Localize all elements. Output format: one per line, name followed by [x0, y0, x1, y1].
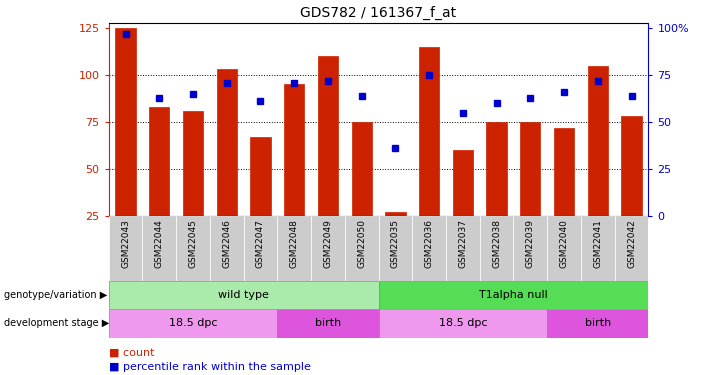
Text: ■ percentile rank within the sample: ■ percentile rank within the sample: [109, 363, 311, 372]
FancyBboxPatch shape: [412, 216, 446, 281]
FancyBboxPatch shape: [109, 281, 379, 309]
Text: GSM22038: GSM22038: [492, 219, 501, 268]
FancyBboxPatch shape: [244, 216, 278, 281]
Text: GSM22050: GSM22050: [358, 219, 366, 268]
FancyBboxPatch shape: [615, 216, 648, 281]
Bar: [183, 111, 203, 216]
Text: birth: birth: [315, 318, 341, 328]
Bar: [386, 212, 406, 216]
Bar: [587, 66, 608, 216]
FancyBboxPatch shape: [278, 309, 379, 338]
Text: 18.5 dpc: 18.5 dpc: [439, 318, 487, 328]
FancyBboxPatch shape: [581, 216, 615, 281]
Bar: [250, 137, 271, 216]
Text: birth: birth: [585, 318, 611, 328]
Bar: [554, 128, 574, 216]
Text: 18.5 dpc: 18.5 dpc: [169, 318, 217, 328]
Bar: [453, 150, 473, 216]
FancyBboxPatch shape: [547, 216, 581, 281]
Bar: [284, 84, 304, 216]
Text: GSM22039: GSM22039: [526, 219, 535, 268]
Text: GSM22035: GSM22035: [391, 219, 400, 268]
Text: GSM22041: GSM22041: [593, 219, 602, 268]
FancyBboxPatch shape: [210, 216, 244, 281]
Bar: [217, 69, 237, 216]
Text: GSM22044: GSM22044: [155, 219, 164, 268]
Text: GSM22040: GSM22040: [559, 219, 569, 268]
FancyBboxPatch shape: [479, 216, 514, 281]
Text: GSM22046: GSM22046: [222, 219, 231, 268]
FancyBboxPatch shape: [109, 216, 142, 281]
FancyBboxPatch shape: [176, 216, 210, 281]
Bar: [486, 122, 507, 216]
Bar: [419, 47, 440, 216]
FancyBboxPatch shape: [109, 309, 278, 338]
Text: T1alpha null: T1alpha null: [479, 290, 548, 300]
Text: genotype/variation ▶: genotype/variation ▶: [4, 290, 107, 300]
Text: GSM22043: GSM22043: [121, 219, 130, 268]
Title: GDS782 / 161367_f_at: GDS782 / 161367_f_at: [301, 6, 456, 20]
Text: GSM22036: GSM22036: [425, 219, 434, 268]
Text: GSM22042: GSM22042: [627, 219, 636, 268]
FancyBboxPatch shape: [379, 309, 547, 338]
FancyBboxPatch shape: [278, 216, 311, 281]
Text: GSM22048: GSM22048: [290, 219, 299, 268]
Text: GSM22047: GSM22047: [256, 219, 265, 268]
Text: GSM22045: GSM22045: [189, 219, 198, 268]
Bar: [520, 122, 540, 216]
FancyBboxPatch shape: [345, 216, 379, 281]
FancyBboxPatch shape: [311, 216, 345, 281]
Text: development stage ▶: development stage ▶: [4, 318, 109, 328]
Bar: [116, 28, 135, 216]
Text: GSM22037: GSM22037: [458, 219, 468, 268]
FancyBboxPatch shape: [379, 216, 412, 281]
Bar: [352, 122, 372, 216]
Text: GSM22049: GSM22049: [323, 219, 332, 268]
Bar: [149, 107, 170, 216]
FancyBboxPatch shape: [379, 281, 648, 309]
Text: wild type: wild type: [218, 290, 269, 300]
FancyBboxPatch shape: [446, 216, 479, 281]
FancyBboxPatch shape: [142, 216, 176, 281]
Text: ■ count: ■ count: [109, 348, 154, 357]
Bar: [318, 56, 338, 216]
FancyBboxPatch shape: [514, 216, 547, 281]
FancyBboxPatch shape: [547, 309, 648, 338]
Bar: [622, 116, 641, 216]
